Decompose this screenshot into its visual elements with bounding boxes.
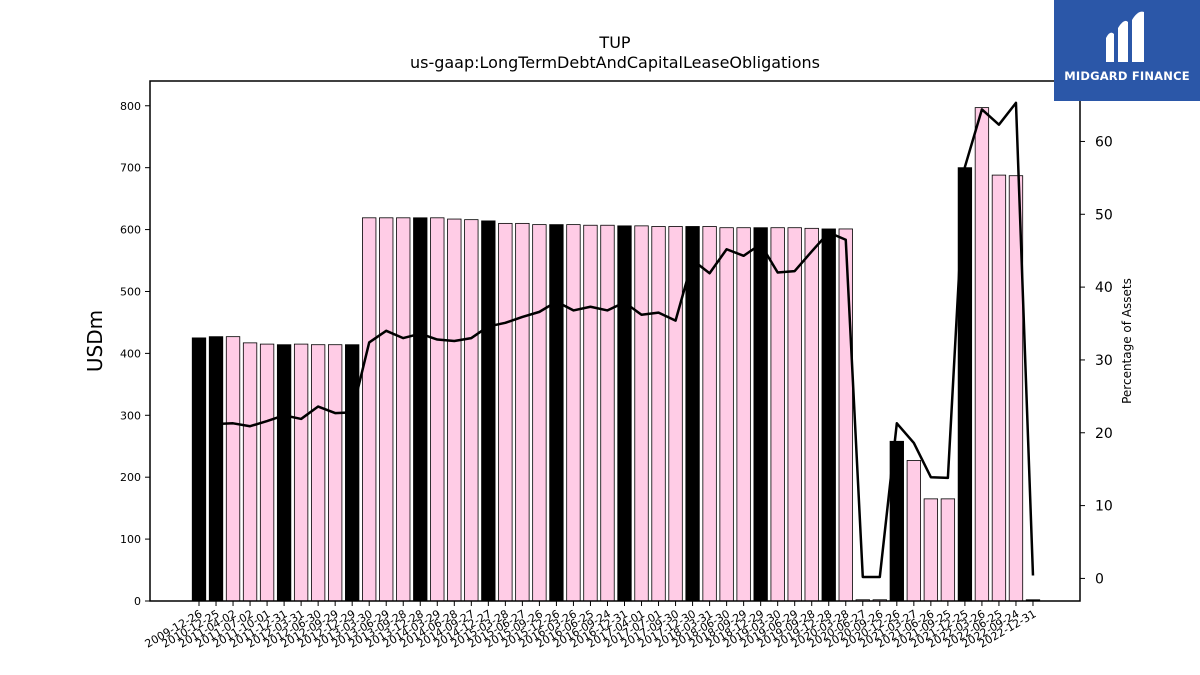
bar [430,217,445,602]
bar [583,224,598,602]
bar [447,218,462,602]
bar [464,219,479,602]
right-y-axis: 0 10 20 30 40 50 60 [1080,134,1113,587]
line-layer [215,101,1035,579]
bar [396,217,411,602]
y-axis-right-label: Percentage of Assets [1120,278,1134,404]
bar [685,226,700,602]
bar [310,344,326,602]
logo-text: MIDGARD FINANCE [1064,69,1190,83]
y-tick-label: 400 [120,347,141,360]
bar [515,222,530,602]
y-right-tick-label: 0 [1095,571,1104,587]
bar [719,227,734,602]
bar [651,226,666,602]
bar [770,227,785,602]
bar [481,220,496,602]
bar [379,217,394,602]
plot-frame [149,80,1081,602]
bar [634,225,649,602]
bar [702,226,717,602]
chart-subtitle: us-gaap:LongTermDebtAndCapitalLeaseOblig… [410,53,820,72]
y-right-tick-label: 10 [1095,499,1113,515]
bar [328,344,343,602]
y-right-tick-label: 50 [1095,207,1113,223]
bar [838,228,853,602]
bar [804,227,819,602]
bar [991,174,1007,602]
bar [906,460,921,602]
y-right-tick-label: 60 [1095,134,1113,150]
bar [668,226,683,602]
y-right-tick-label: 40 [1095,280,1113,296]
bar [225,336,241,602]
bar [345,344,360,602]
bar [923,498,939,602]
bar [753,227,768,602]
percentage-line [215,101,1035,579]
x-axis: 2009-12-262010-12-252011-04-022011-07-02… [143,601,1038,651]
bar [293,343,309,602]
bar [974,107,990,602]
y-axis-label: USDm [83,310,107,372]
bar [259,343,275,602]
bar [566,224,581,602]
bar [736,227,751,602]
y-right-tick-label: 30 [1095,353,1113,369]
left-y-axis: 0 100 200 300 400 500 600 700 800 [120,100,150,608]
bar [532,224,547,602]
chart-title: TUP [598,33,630,52]
bar [242,342,258,602]
y-tick-label: 0 [134,595,141,608]
bar [413,217,428,602]
bar [362,217,377,602]
bar [191,337,207,602]
y-tick-label: 700 [120,162,141,175]
bar [498,222,513,602]
bar [940,498,956,602]
y-tick-label: 300 [120,409,141,422]
logo-mark-icon [1106,11,1144,62]
y-tick-label: 100 [120,533,141,546]
bar [821,228,836,602]
y-tick-label: 600 [120,224,141,237]
y-tick-label: 800 [120,100,141,113]
midgard-finance-logo: MIDGARD FINANCE [1054,0,1200,101]
bar [787,227,802,602]
bar [600,224,615,602]
bar [276,344,292,602]
y-tick-label: 500 [120,285,141,298]
bar [617,225,632,602]
y-right-tick-label: 20 [1095,426,1113,442]
bar [549,224,564,602]
bar [208,336,224,602]
bars-layer [191,107,1041,602]
y-tick-label: 200 [120,471,141,484]
